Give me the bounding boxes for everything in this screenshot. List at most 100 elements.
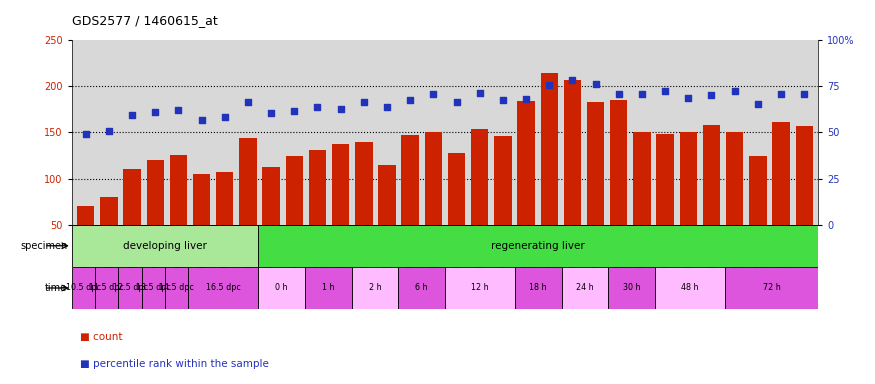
Point bbox=[380, 104, 394, 110]
Point bbox=[774, 91, 788, 97]
Bar bbox=[142, 267, 165, 309]
Bar bbox=[258, 225, 818, 267]
Text: GDS2577 / 1460615_at: GDS2577 / 1460615_at bbox=[72, 14, 218, 27]
Bar bbox=[285, 156, 303, 225]
Bar bbox=[355, 142, 373, 225]
Bar bbox=[262, 167, 280, 225]
Bar bbox=[398, 267, 445, 309]
Bar bbox=[424, 132, 442, 225]
Bar bbox=[170, 155, 187, 225]
Point bbox=[728, 88, 742, 94]
Bar bbox=[726, 132, 744, 225]
Point bbox=[589, 81, 603, 87]
Bar bbox=[445, 267, 514, 309]
Bar bbox=[773, 122, 790, 225]
Text: 16.5 dpc: 16.5 dpc bbox=[206, 283, 241, 293]
Bar bbox=[95, 267, 118, 309]
Bar bbox=[146, 160, 164, 225]
Bar bbox=[749, 156, 766, 225]
Point bbox=[635, 91, 649, 97]
Bar bbox=[123, 169, 141, 225]
Point bbox=[658, 88, 672, 94]
Point bbox=[148, 109, 162, 115]
Bar bbox=[634, 132, 651, 225]
Point bbox=[403, 97, 417, 103]
Point bbox=[519, 96, 533, 103]
Bar bbox=[795, 126, 813, 225]
Point bbox=[612, 91, 626, 97]
Text: 14.5 dpc: 14.5 dpc bbox=[159, 283, 194, 293]
Text: 72 h: 72 h bbox=[763, 283, 780, 293]
Bar bbox=[165, 267, 188, 309]
Text: specimen: specimen bbox=[20, 241, 67, 251]
Point bbox=[565, 77, 579, 83]
Text: time: time bbox=[46, 283, 67, 293]
Point bbox=[287, 108, 301, 114]
Bar bbox=[352, 267, 398, 309]
Bar bbox=[656, 134, 674, 225]
Point bbox=[218, 114, 232, 120]
Bar bbox=[703, 125, 720, 225]
Text: developing liver: developing liver bbox=[123, 241, 207, 251]
Text: 12 h: 12 h bbox=[471, 283, 489, 293]
Bar bbox=[72, 225, 258, 267]
Bar bbox=[305, 267, 352, 309]
Text: ■ percentile rank within the sample: ■ percentile rank within the sample bbox=[80, 359, 270, 369]
Point bbox=[704, 92, 718, 98]
Bar bbox=[72, 267, 95, 309]
Bar bbox=[216, 172, 234, 225]
Point bbox=[496, 97, 510, 103]
Point bbox=[426, 91, 440, 97]
Text: 13.5 dpc: 13.5 dpc bbox=[136, 283, 171, 293]
Text: 1 h: 1 h bbox=[322, 283, 334, 293]
Bar bbox=[258, 267, 305, 309]
Bar bbox=[188, 267, 258, 309]
Bar bbox=[564, 80, 581, 225]
Bar bbox=[309, 150, 326, 225]
Point bbox=[333, 106, 347, 112]
Point bbox=[311, 104, 325, 110]
Bar bbox=[448, 153, 466, 225]
Point bbox=[797, 91, 811, 97]
Bar bbox=[77, 206, 94, 225]
Point bbox=[473, 90, 487, 96]
Bar bbox=[378, 165, 396, 225]
Bar bbox=[239, 138, 256, 225]
Point bbox=[79, 131, 93, 137]
Text: 6 h: 6 h bbox=[416, 283, 428, 293]
Point bbox=[542, 81, 556, 88]
Bar bbox=[724, 267, 818, 309]
Bar bbox=[332, 144, 349, 225]
Bar bbox=[514, 267, 562, 309]
Point bbox=[125, 112, 139, 118]
Text: 12.5 dpc: 12.5 dpc bbox=[113, 283, 148, 293]
Bar bbox=[517, 101, 535, 225]
Bar bbox=[587, 102, 605, 225]
Bar bbox=[541, 73, 558, 225]
Point bbox=[172, 107, 186, 113]
Point bbox=[264, 110, 278, 116]
Text: 48 h: 48 h bbox=[681, 283, 698, 293]
Point bbox=[102, 127, 116, 134]
Bar bbox=[654, 267, 724, 309]
Text: ■ count: ■ count bbox=[80, 332, 123, 342]
Text: 30 h: 30 h bbox=[623, 283, 640, 293]
Point bbox=[450, 99, 464, 105]
Text: regenerating liver: regenerating liver bbox=[492, 241, 585, 251]
Bar bbox=[402, 135, 419, 225]
Text: 18 h: 18 h bbox=[529, 283, 547, 293]
Bar bbox=[192, 174, 210, 225]
Point bbox=[357, 99, 371, 105]
Bar bbox=[610, 100, 627, 225]
Text: 11.5 dpc: 11.5 dpc bbox=[89, 283, 124, 293]
Point bbox=[194, 118, 208, 124]
Bar bbox=[100, 197, 117, 225]
Point bbox=[751, 101, 765, 107]
Text: 10.5 dpc: 10.5 dpc bbox=[66, 283, 101, 293]
Point bbox=[241, 99, 255, 105]
Bar bbox=[471, 129, 488, 225]
Text: 2 h: 2 h bbox=[368, 283, 382, 293]
Bar bbox=[494, 136, 512, 225]
Text: 24 h: 24 h bbox=[576, 283, 594, 293]
Bar bbox=[562, 267, 608, 309]
